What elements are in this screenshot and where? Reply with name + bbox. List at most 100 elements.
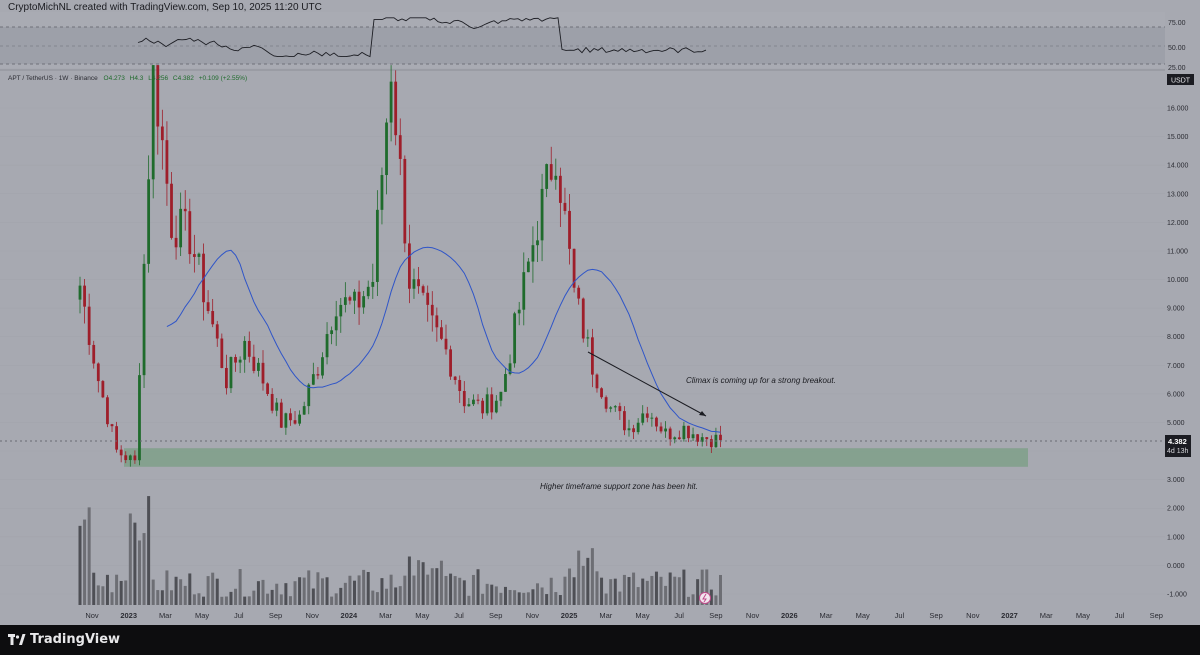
candle-body — [426, 292, 430, 305]
time-tick: Nov — [526, 611, 540, 620]
volume-bar — [325, 577, 329, 605]
candle-body — [526, 261, 530, 273]
volume-bar — [243, 596, 247, 605]
candle-body — [604, 397, 608, 409]
breakout-annotation[interactable]: Climax is coming up for a strong breakou… — [686, 376, 836, 385]
candle-body — [499, 391, 503, 401]
volume-bar — [641, 578, 645, 605]
time-tick: 2024 — [341, 611, 359, 620]
time-tick: May — [635, 611, 649, 620]
volume-bar — [366, 571, 370, 605]
lightning-icon-glyph — [702, 593, 707, 603]
time-tick: Nov — [306, 611, 320, 620]
time-tick: Sep — [489, 611, 502, 620]
volume-bar — [394, 587, 398, 605]
trendline[interactable] — [587, 351, 707, 417]
time-axis[interactable]: Nov 2023 Mar May Jul Sep Nov 2024 Mar May Jul Sep No… — [85, 611, 1163, 620]
time-tick: Sep — [1150, 611, 1163, 620]
volume-bar — [339, 587, 343, 605]
candle-body — [247, 340, 251, 357]
candle-body — [467, 404, 471, 407]
volume-bar — [536, 583, 539, 605]
candle-body — [142, 263, 146, 376]
price-tick: 1.000 — [1167, 534, 1185, 541]
candle-body — [577, 287, 581, 299]
volume-bar — [403, 575, 407, 605]
candle-body — [659, 426, 663, 432]
time-tick: Mar — [159, 611, 172, 620]
volume-bar — [668, 572, 672, 605]
support-annotation[interactable]: Higher timeframe support zone has been h… — [540, 482, 698, 491]
volume-bar — [604, 593, 608, 605]
time-tick: Nov — [966, 611, 980, 620]
volume-bar — [686, 596, 690, 605]
volume-bar — [142, 533, 146, 605]
volume-bar — [128, 513, 132, 605]
candle-body — [650, 417, 654, 419]
price-tick: -1.000 — [1167, 592, 1187, 599]
candle-body — [371, 281, 375, 287]
candle-body — [522, 272, 526, 310]
time-tick: Jul — [1115, 611, 1125, 620]
volume-bar — [517, 592, 521, 605]
volume-bar — [101, 586, 105, 605]
volume-bar — [188, 573, 192, 605]
volume-bar — [476, 569, 480, 605]
price-tick: 16.000 — [1167, 106, 1189, 113]
candle-body — [700, 437, 704, 442]
price-tick: 15.000 — [1167, 134, 1189, 141]
candle-body — [705, 437, 709, 440]
volume-bar — [421, 562, 425, 605]
time-tick: Nov — [85, 611, 99, 620]
candle-body — [307, 384, 311, 407]
currency-badge[interactable] — [1167, 74, 1194, 85]
volume-bar — [632, 572, 636, 605]
candle-body — [279, 402, 283, 428]
candle-body — [536, 240, 539, 246]
price-axis[interactable] — [1165, 12, 1200, 625]
candle-body — [110, 424, 114, 427]
candle-body — [357, 291, 361, 308]
price-tick: 7.000 — [1167, 363, 1185, 370]
candle-body — [449, 349, 452, 377]
tradingview-logo[interactable]: TradingView — [8, 632, 120, 647]
candle-body — [435, 315, 439, 328]
candle-body — [458, 379, 462, 392]
volume-bar — [197, 593, 201, 605]
moving-average-line — [166, 246, 721, 433]
candle-body — [229, 357, 233, 389]
rsi-tick-75: 75.00 — [1168, 20, 1186, 27]
lightning-icon[interactable] — [699, 592, 711, 604]
candle-body — [687, 425, 690, 439]
candle-body — [261, 362, 265, 384]
volume-bar — [275, 583, 279, 605]
candle-body — [330, 330, 334, 335]
candle-body — [430, 304, 434, 316]
volume-bar — [261, 579, 265, 605]
candle-body — [192, 254, 196, 257]
candle-body — [234, 357, 237, 363]
candle-body — [343, 297, 347, 305]
candle-body — [197, 253, 201, 257]
tradingview-icon — [8, 633, 26, 645]
volume-bar — [78, 525, 82, 605]
volume-bar — [234, 588, 238, 605]
volume-bar — [554, 592, 558, 605]
candle-body — [632, 428, 635, 433]
rsi-line — [137, 17, 707, 58]
candle-body — [485, 394, 489, 414]
volume-bar — [115, 574, 119, 605]
volume-bars — [78, 496, 722, 605]
volume-bar — [568, 568, 572, 605]
legend-change: +0.109 (+2.55%) — [199, 75, 247, 82]
volume-bar — [307, 570, 311, 605]
volume-bar — [96, 585, 100, 605]
volume-bar — [183, 585, 187, 605]
candle-body — [412, 279, 416, 289]
volume-bar — [600, 577, 604, 605]
volume-bar — [224, 596, 228, 605]
candle-body — [289, 413, 292, 421]
rsi-path — [137, 17, 707, 58]
candle-body — [549, 164, 553, 180]
